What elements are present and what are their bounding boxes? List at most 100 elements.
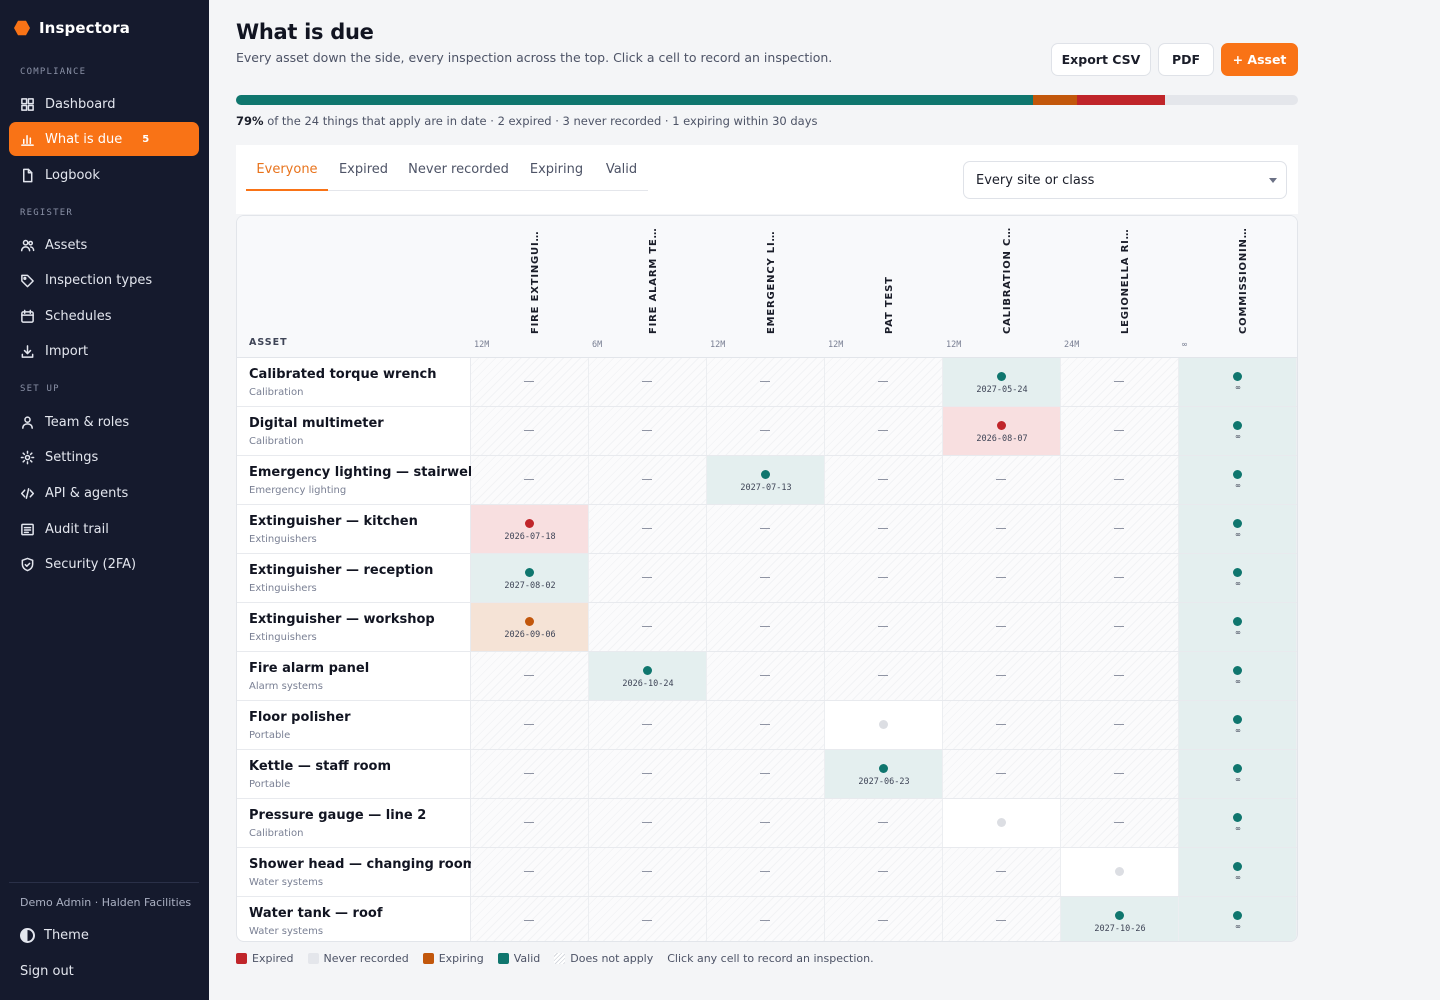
inspection-cell-na[interactable] xyxy=(589,456,707,504)
inspection-cell-na[interactable] xyxy=(589,897,707,941)
inspection-cell-na[interactable] xyxy=(589,799,707,847)
inspection-cell-na[interactable] xyxy=(707,897,825,941)
sidebar-item-team-roles[interactable]: Team & roles xyxy=(9,405,199,439)
inspection-cell-na[interactable] xyxy=(707,603,825,651)
asset-cell[interactable]: Extinguisher — kitchen Extinguishers xyxy=(237,505,471,553)
inspection-cell-na[interactable] xyxy=(1061,652,1179,700)
sidebar-item-logbook[interactable]: Logbook xyxy=(9,158,199,192)
inspection-cell-na[interactable] xyxy=(589,505,707,553)
export-csv-button[interactable]: Export CSV xyxy=(1051,43,1151,76)
inspection-cell-na[interactable] xyxy=(471,897,589,941)
column-header[interactable]: LEGIONELLA RISK ASSESSMENT 24M xyxy=(1061,216,1179,358)
sidebar-item-schedules[interactable]: Schedules xyxy=(9,299,199,333)
tab-valid[interactable]: Valid xyxy=(605,162,638,177)
inspection-cell-valid[interactable]: 2027-08-02 xyxy=(471,554,589,602)
inspection-cell-valid[interactable]: 2027-06-23 xyxy=(825,750,943,798)
asset-cell[interactable]: Digital multimeter Calibration xyxy=(237,407,471,455)
inspection-cell-na[interactable] xyxy=(1061,603,1179,651)
inspection-cell-na[interactable] xyxy=(707,554,825,602)
inspection-cell-na[interactable] xyxy=(943,897,1061,941)
inspection-cell-na[interactable] xyxy=(825,554,943,602)
inspection-cell-na[interactable] xyxy=(471,750,589,798)
sidebar-item-inspection-types[interactable]: Inspection types xyxy=(9,263,199,297)
inspection-cell-na[interactable] xyxy=(943,456,1061,504)
asset-cell[interactable]: Emergency lighting — stairwell Emergency … xyxy=(237,456,477,504)
inspection-cell-na[interactable] xyxy=(589,358,707,406)
inspection-cell-na[interactable] xyxy=(1061,358,1179,406)
inspection-cell-na[interactable] xyxy=(707,652,825,700)
sidebar-item-assets[interactable]: Assets xyxy=(9,228,199,262)
inspection-cell-valid[interactable]: ∞ xyxy=(1179,505,1297,553)
inspection-cell-na[interactable] xyxy=(471,799,589,847)
inspection-cell-na[interactable] xyxy=(943,505,1061,553)
inspection-cell-na[interactable] xyxy=(1061,407,1179,455)
tab-expiring[interactable]: Expiring xyxy=(529,162,584,177)
inspection-cell-na[interactable] xyxy=(589,750,707,798)
inspection-cell-na[interactable] xyxy=(707,358,825,406)
inspection-cell-valid[interactable]: ∞ xyxy=(1179,358,1297,406)
inspection-cell-na[interactable] xyxy=(825,799,943,847)
inspection-cell-na[interactable] xyxy=(943,701,1061,749)
column-header[interactable]: FIRE EXTINGUISHER SERVICE 12M xyxy=(471,216,589,358)
sign-out-link[interactable]: Sign out xyxy=(20,964,74,979)
inspection-cell-na[interactable] xyxy=(471,456,589,504)
column-header[interactable]: FIRE ALARM TEST 6M xyxy=(589,216,707,358)
inspection-cell-valid[interactable]: ∞ xyxy=(1179,750,1297,798)
inspection-cell-na[interactable] xyxy=(589,554,707,602)
pdf-button[interactable]: PDF xyxy=(1158,43,1214,76)
inspection-cell-na[interactable] xyxy=(943,848,1061,896)
inspection-cell-na[interactable] xyxy=(1061,799,1179,847)
inspection-cell-expired[interactable]: 2026-07-18 xyxy=(471,505,589,553)
sidebar-item-api-agents[interactable]: API & agents xyxy=(9,476,199,510)
asset-cell[interactable]: Water tank — roof Water systems xyxy=(237,897,471,941)
inspection-cell-na[interactable] xyxy=(1061,456,1179,504)
inspection-cell-na[interactable] xyxy=(707,799,825,847)
inspection-cell-na[interactable] xyxy=(471,407,589,455)
inspection-cell-na[interactable] xyxy=(471,652,589,700)
inspection-cell-na[interactable] xyxy=(707,505,825,553)
inspection-cell-na[interactable] xyxy=(825,505,943,553)
sidebar-item-security-2fa[interactable]: Security (2FA) xyxy=(9,547,199,581)
inspection-cell-valid[interactable]: 2027-05-24 xyxy=(943,358,1061,406)
inspection-cell-na[interactable] xyxy=(1061,505,1179,553)
inspection-cell-na[interactable] xyxy=(707,407,825,455)
inspection-cell-expiring[interactable]: 2026-09-06 xyxy=(471,603,589,651)
inspection-cell-na[interactable] xyxy=(825,603,943,651)
asset-cell[interactable]: Shower head — changing room Water systems xyxy=(237,848,476,896)
inspection-cell-na[interactable] xyxy=(707,701,825,749)
inspection-cell-valid[interactable]: ∞ xyxy=(1179,603,1297,651)
inspection-cell-na[interactable] xyxy=(589,407,707,455)
inspection-cell-valid[interactable]: ∞ xyxy=(1179,456,1297,504)
inspection-cell-na[interactable] xyxy=(471,358,589,406)
inspection-cell-na[interactable] xyxy=(825,456,943,504)
inspection-cell-valid[interactable]: ∞ xyxy=(1179,897,1297,941)
inspection-cell-na[interactable] xyxy=(825,358,943,406)
tab-expired[interactable]: Expired xyxy=(338,162,389,177)
inspection-cell-na[interactable] xyxy=(825,848,943,896)
asset-cell[interactable]: Extinguisher — workshop Extinguishers xyxy=(237,603,471,651)
sidebar-item-import[interactable]: Import xyxy=(9,334,199,368)
inspection-cell-na[interactable] xyxy=(943,652,1061,700)
theme-toggle[interactable]: Theme xyxy=(20,928,89,943)
inspection-cell-na[interactable] xyxy=(471,848,589,896)
inspection-cell-na[interactable] xyxy=(1061,701,1179,749)
inspection-cell-na[interactable] xyxy=(1061,750,1179,798)
column-header[interactable]: COMMISSIONING RECORD ∞ xyxy=(1179,216,1297,358)
inspection-cell-na[interactable] xyxy=(943,750,1061,798)
inspection-cell-na[interactable] xyxy=(825,897,943,941)
inspection-cell-expired[interactable]: 2026-08-07 xyxy=(943,407,1061,455)
site-class-select[interactable]: Every site or class xyxy=(963,161,1287,199)
brand[interactable]: Inspectora xyxy=(14,17,130,39)
inspection-cell-never[interactable] xyxy=(825,701,943,749)
inspection-cell-na[interactable] xyxy=(589,701,707,749)
inspection-cell-na[interactable] xyxy=(825,407,943,455)
asset-cell[interactable]: Pressure gauge — line 2 Calibration xyxy=(237,799,471,847)
inspection-cell-never[interactable] xyxy=(1061,848,1179,896)
sidebar-item-dashboard[interactable]: Dashboard xyxy=(9,87,199,121)
inspection-cell-valid[interactable]: ∞ xyxy=(1179,701,1297,749)
asset-cell[interactable]: Extinguisher — reception Extinguishers xyxy=(237,554,471,602)
sidebar-item-what-is-due[interactable]: What is due 5 xyxy=(9,122,199,156)
column-header[interactable]: EMERGENCY LIGHTING TEST 12M xyxy=(707,216,825,358)
sidebar-item-audit-trail[interactable]: Audit trail xyxy=(9,512,199,546)
asset-cell[interactable]: Kettle — staff room Portable xyxy=(237,750,471,798)
